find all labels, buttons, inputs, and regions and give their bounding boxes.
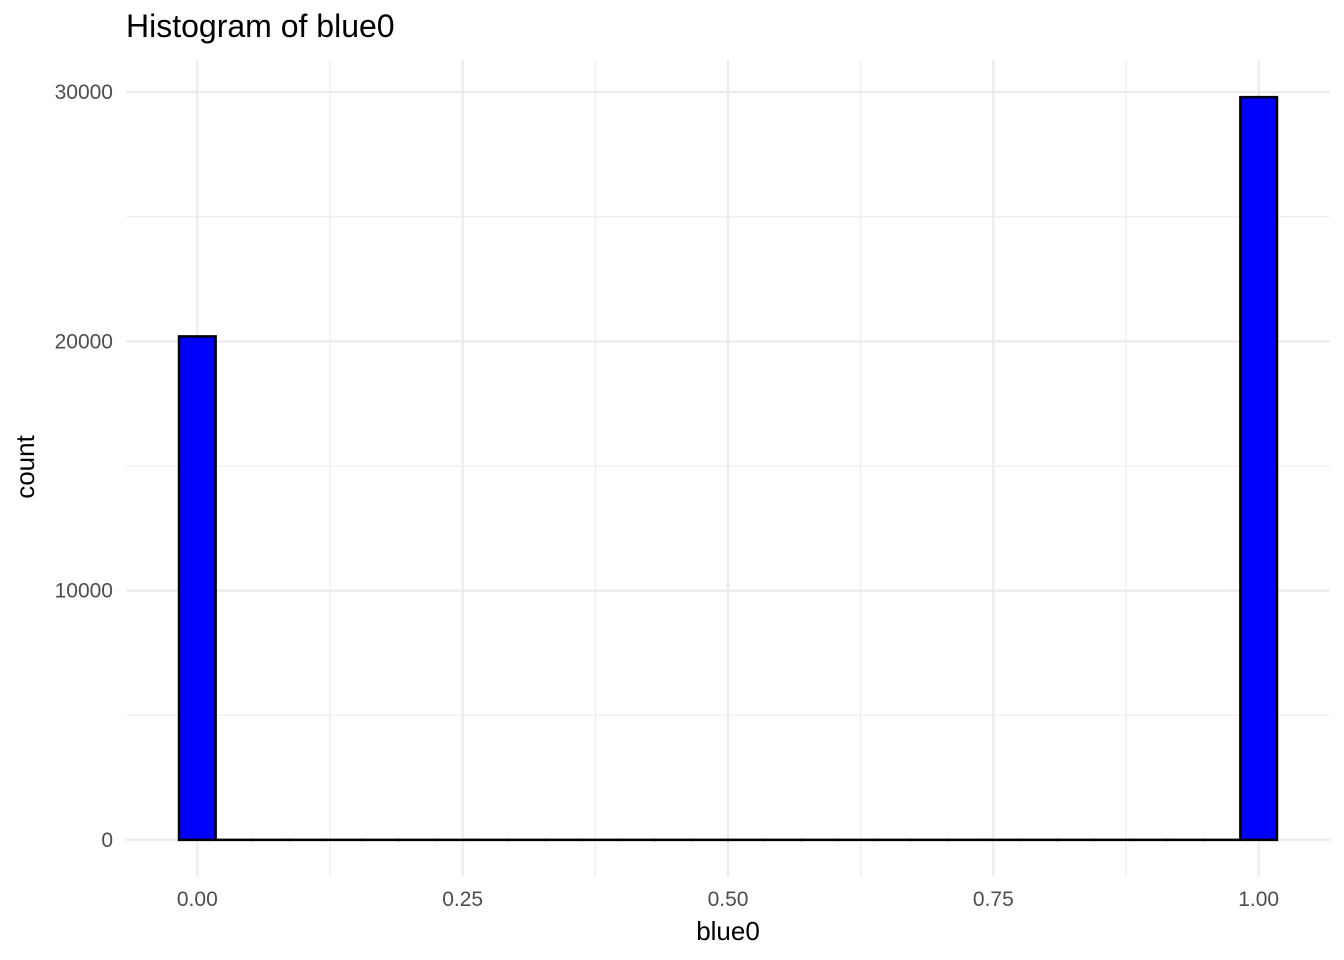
x-axis-tick-labels: 0.00 0.25 0.50 0.75 1.00	[177, 888, 1279, 911]
x-tick-label: 0.75	[973, 888, 1014, 911]
x-tick-label: 0.00	[177, 888, 218, 911]
y-tick-label: 0	[101, 829, 113, 852]
y-tick-label: 30000	[55, 81, 113, 104]
x-tick-label: 0.50	[708, 888, 749, 911]
histogram-bar	[177, 335, 217, 842]
x-axis-title: blue0	[696, 916, 760, 946]
y-axis-tick-labels: 0 10000 20000 30000	[55, 81, 113, 852]
y-tick-label: 10000	[55, 580, 113, 603]
x-tick-label: 0.25	[442, 888, 483, 911]
histogram-bars	[177, 95, 1279, 842]
y-tick-label: 20000	[55, 330, 113, 353]
y-axis-title: count	[10, 434, 40, 498]
chart-title: Histogram of blue0	[126, 8, 395, 44]
major-gridlines	[126, 60, 1330, 877]
histogram-bar	[1239, 95, 1279, 842]
x-tick-label: 1.00	[1238, 888, 1279, 911]
